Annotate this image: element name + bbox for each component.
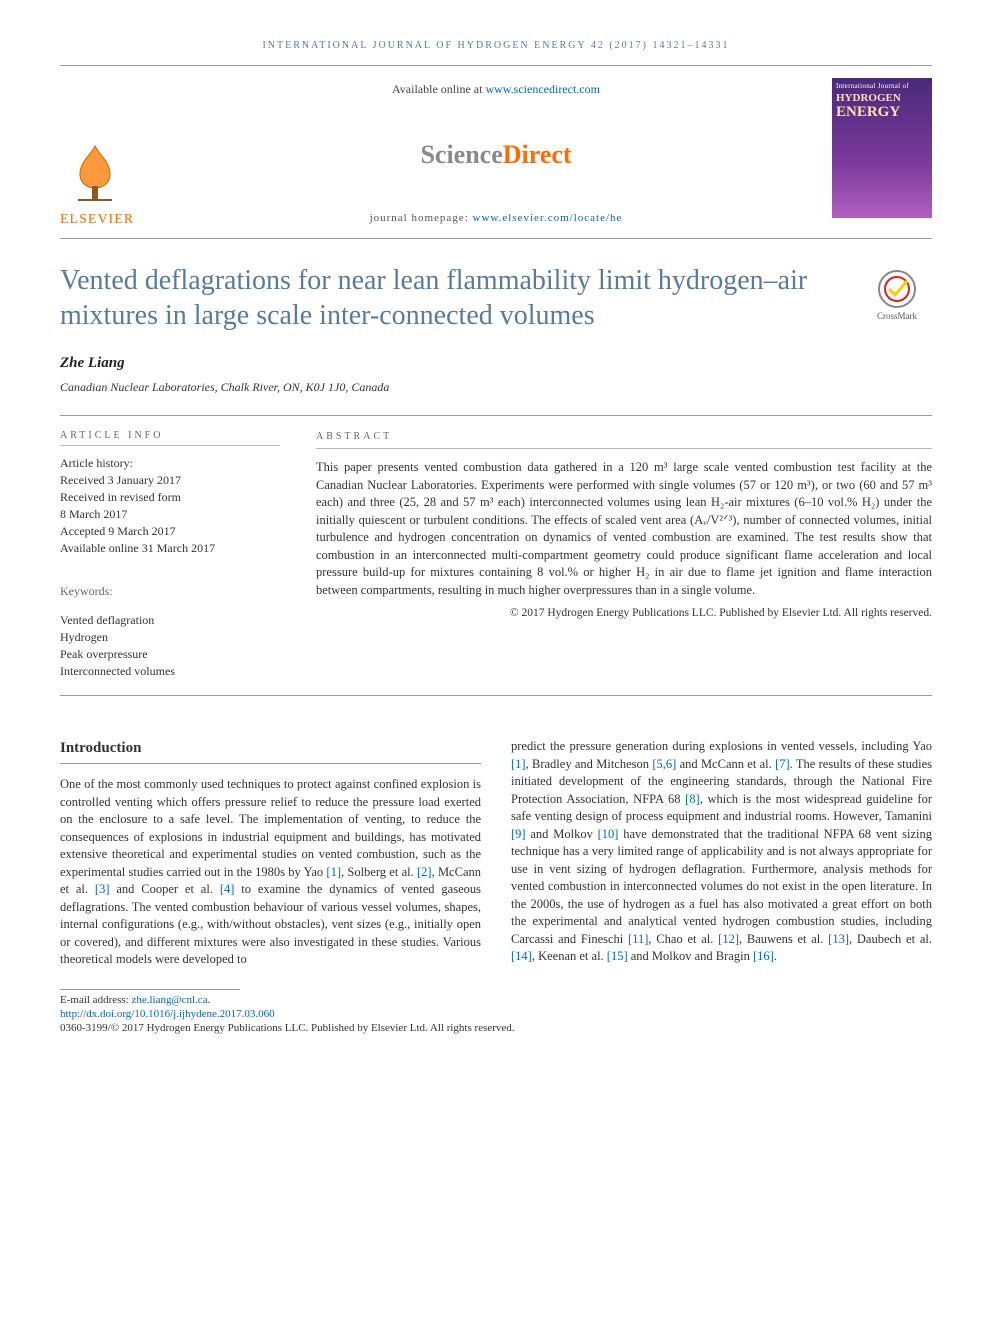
history-item: Accepted 9 March 2017 — [60, 524, 280, 539]
issn-copyright-line: 0360-3199/© 2017 Hydrogen Energy Publica… — [60, 1022, 932, 1034]
author-affiliation: Canadian Nuclear Laboratories, Chalk Riv… — [60, 380, 932, 395]
history-item: Received 3 January 2017 — [60, 473, 280, 488]
abstract-text: This paper presents vented combustion da… — [316, 459, 932, 599]
keyword: Peak overpressure — [60, 647, 280, 662]
author-name: Zhe Liang — [60, 355, 932, 372]
available-online-line: Available online at www.sciencedirect.co… — [180, 82, 812, 97]
history-head: Article history: — [60, 456, 280, 471]
homepage-prefix: journal homepage: — [370, 212, 473, 224]
email-label: E-mail address: — [60, 994, 131, 1006]
author-email-link[interactable]: zhe.liang@cnl.ca — [131, 994, 207, 1006]
sd-logo-part1: Science — [420, 140, 502, 169]
crossmark-icon — [877, 269, 917, 309]
history-item: 8 March 2017 — [60, 507, 280, 522]
keyword: Hydrogen — [60, 630, 280, 645]
keyword: Vented deflagration — [60, 613, 280, 628]
abstract-column: ABSTRACT This paper presents vented comb… — [298, 416, 932, 695]
footer-email-line: E-mail address: zhe.liang@cnl.ca. — [60, 994, 932, 1006]
introduction-para-right: predict the pressure generation during e… — [511, 738, 932, 966]
introduction-heading: Introduction — [60, 738, 481, 764]
sd-logo-part2: Direct — [503, 140, 572, 169]
publisher-name: ELSEVIER — [60, 212, 134, 228]
body-columns: Introduction One of the most commonly us… — [60, 738, 932, 969]
available-prefix: Available online at — [392, 82, 485, 96]
body-column-left: Introduction One of the most commonly us… — [60, 738, 481, 969]
cover-line2: HYDROGEN — [836, 92, 928, 104]
journal-cover-block: International Journal of HYDROGEN ENERGY — [822, 78, 932, 228]
cover-line1: International Journal of — [836, 82, 928, 90]
header-center: Available online at www.sciencedirect.co… — [170, 78, 822, 228]
running-head: INTERNATIONAL JOURNAL OF HYDROGEN ENERGY… — [60, 40, 932, 51]
abstract-label: ABSTRACT — [316, 430, 932, 449]
article-info-column: ARTICLE INFO Article history: Received 3… — [60, 416, 298, 695]
body-column-right: predict the pressure generation during e… — [511, 738, 932, 969]
history-item: Available online 31 March 2017 — [60, 541, 280, 556]
elsevier-tree-icon — [60, 138, 130, 208]
info-abstract-row: ARTICLE INFO Article history: Received 3… — [60, 415, 932, 696]
crossmark-label: CrossMark — [877, 311, 917, 321]
doi-line: http://dx.doi.org/10.1016/j.ijhydene.201… — [60, 1008, 932, 1020]
title-row: Vented deflagrations for near lean flamm… — [60, 263, 932, 333]
abstract-copyright: © 2017 Hydrogen Energy Publications LLC.… — [316, 605, 932, 621]
sciencedirect-link[interactable]: www.sciencedirect.com — [485, 82, 600, 96]
keyword: Interconnected volumes — [60, 664, 280, 679]
footer-rule — [60, 989, 240, 990]
article-info-label: ARTICLE INFO — [60, 430, 280, 446]
doi-link[interactable]: http://dx.doi.org/10.1016/j.ijhydene.201… — [60, 1008, 275, 1020]
crossmark-badge[interactable]: CrossMark — [862, 269, 932, 321]
journal-header: ELSEVIER Available online at www.science… — [60, 65, 932, 239]
introduction-para-left: One of the most commonly used techniques… — [60, 776, 481, 969]
article-title: Vented deflagrations for near lean flamm… — [60, 263, 842, 333]
homepage-link[interactable]: www.elsevier.com/locate/he — [473, 212, 623, 224]
homepage-line: journal homepage: www.elsevier.com/locat… — [180, 212, 812, 224]
sciencedirect-logo: ScienceDirect — [420, 140, 571, 170]
cover-line3: ENERGY — [836, 104, 928, 121]
keywords-head: Keywords: — [60, 574, 280, 603]
journal-cover-thumbnail: International Journal of HYDROGEN ENERGY — [832, 78, 932, 218]
page-container: INTERNATIONAL JOURNAL OF HYDROGEN ENERGY… — [0, 0, 992, 1064]
history-item: Received in revised form — [60, 490, 280, 505]
publisher-logo-block: ELSEVIER — [60, 78, 170, 228]
